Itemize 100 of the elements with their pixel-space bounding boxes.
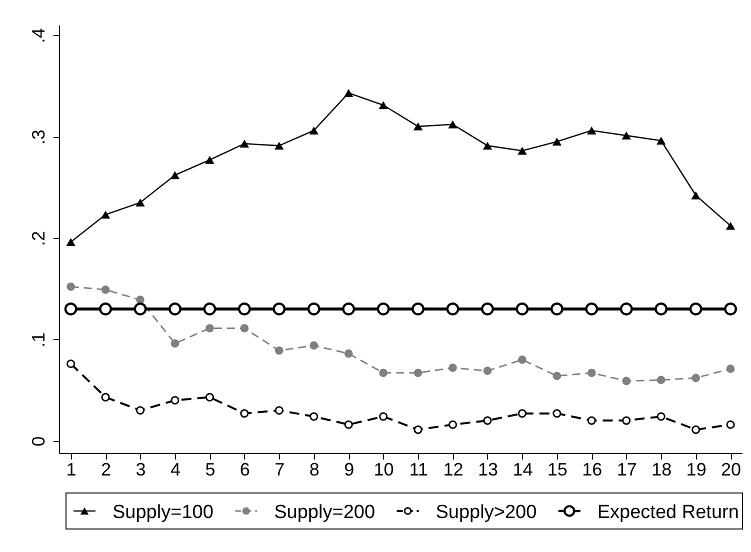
point <box>272 302 286 316</box>
point <box>101 392 110 402</box>
x-tick-label: 19 <box>686 460 706 480</box>
point <box>622 132 631 140</box>
point <box>414 425 422 434</box>
point <box>307 302 320 316</box>
point <box>100 210 110 219</box>
point <box>310 341 318 350</box>
x-tick-label: 6 <box>240 460 250 480</box>
point <box>66 359 76 368</box>
point <box>205 156 214 164</box>
point <box>170 339 180 348</box>
x-tick-label: 7 <box>274 460 285 480</box>
point <box>620 302 633 316</box>
point <box>203 302 216 316</box>
y-tick-label: .4 <box>28 28 48 44</box>
point <box>134 302 147 316</box>
point <box>274 406 284 415</box>
x-tick-label: 16 <box>582 460 602 480</box>
point <box>170 171 180 180</box>
legend-label: Supply=200 <box>274 502 376 523</box>
point <box>692 425 700 434</box>
point <box>622 376 631 386</box>
point <box>622 416 631 425</box>
point <box>518 356 526 364</box>
y-tick-label: 0 <box>28 436 48 446</box>
y-tick-label: .2 <box>28 230 48 246</box>
point <box>414 368 422 378</box>
x-tick-label: 20 <box>721 460 742 480</box>
y-tick-label: .3 <box>28 130 48 145</box>
legend-label: Expected Return <box>597 502 739 523</box>
point <box>587 416 596 425</box>
point <box>136 406 145 415</box>
point <box>274 346 284 355</box>
point <box>552 372 562 380</box>
x-tick-label: 1 <box>66 460 76 480</box>
point <box>726 364 735 373</box>
x-tick-label: 18 <box>652 460 672 480</box>
x-tick-label: 13 <box>478 460 498 480</box>
point <box>587 368 596 378</box>
point <box>240 409 249 418</box>
point <box>552 138 562 146</box>
point <box>64 302 78 316</box>
point <box>726 222 736 230</box>
legend-label: Supply>200 <box>436 502 537 523</box>
x-tick-label: 10 <box>374 460 394 480</box>
point <box>379 412 388 421</box>
point <box>205 392 214 402</box>
point <box>344 349 353 358</box>
point <box>309 126 318 134</box>
point <box>481 302 494 316</box>
x-tick-label: 4 <box>170 460 180 480</box>
point <box>585 302 598 316</box>
point <box>101 286 110 294</box>
point <box>689 302 702 316</box>
point <box>379 368 388 378</box>
point <box>516 302 529 316</box>
point <box>656 412 666 421</box>
point <box>656 376 666 384</box>
x-tick-label: 15 <box>547 460 568 480</box>
point <box>206 324 214 332</box>
x-tick-label: 17 <box>616 460 637 480</box>
y-tick-label: .1 <box>28 332 48 348</box>
point <box>342 302 356 316</box>
point <box>446 302 460 316</box>
x-tick-label: 9 <box>344 460 354 480</box>
point <box>274 142 284 150</box>
point <box>587 126 596 134</box>
x-tick-label: 11 <box>409 460 428 480</box>
point <box>240 324 249 332</box>
point <box>99 302 112 316</box>
point <box>344 88 354 97</box>
x-tick-label: 5 <box>205 460 216 480</box>
point <box>238 302 251 316</box>
point <box>552 409 562 418</box>
point <box>691 191 700 200</box>
point <box>376 302 390 316</box>
point <box>412 302 424 316</box>
point <box>482 142 492 150</box>
point <box>168 302 182 316</box>
point <box>483 416 492 425</box>
legend-label: Supply=100 <box>112 502 214 523</box>
point <box>550 302 564 316</box>
point <box>518 146 527 155</box>
point <box>66 238 76 246</box>
point <box>310 412 318 421</box>
point <box>170 396 180 405</box>
point <box>344 420 353 429</box>
point <box>656 136 666 145</box>
point <box>724 302 738 316</box>
point <box>726 420 735 429</box>
point <box>518 409 526 418</box>
x-tick-label: 14 <box>512 460 533 480</box>
point <box>692 374 700 382</box>
x-tick-label: 12 <box>443 460 464 480</box>
point <box>483 366 492 376</box>
point <box>240 140 250 148</box>
x-tick-label: 3 <box>136 460 146 480</box>
x-tick-label: 2 <box>101 460 112 480</box>
point <box>448 120 458 128</box>
